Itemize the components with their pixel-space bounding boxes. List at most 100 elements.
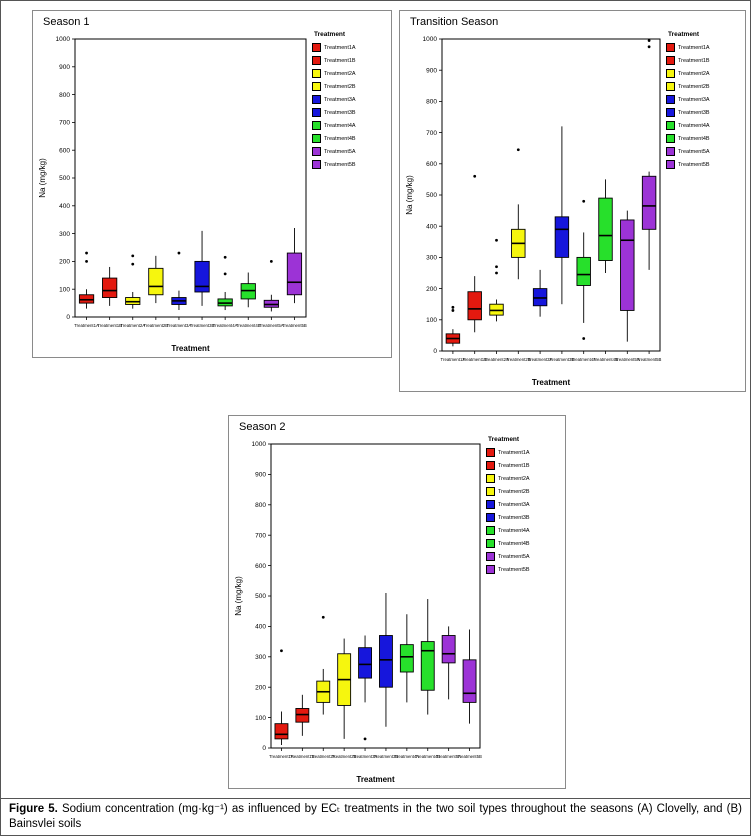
svg-text:100: 100: [59, 286, 70, 293]
svg-text:900: 900: [255, 472, 266, 479]
figure-caption-text: Sodium concentration (mg·kg⁻¹) as influe…: [9, 803, 742, 830]
svg-text:Treatment2A: Treatment2A: [311, 754, 336, 759]
svg-text:200: 200: [426, 286, 437, 293]
legend-entry: Treatment3B: [312, 106, 388, 119]
svg-text:Treatment3A: Treatment3A: [353, 754, 378, 759]
legend-entry-label: Treatment1B: [324, 57, 356, 64]
box-treatment1b: [295, 694, 310, 736]
panel-season-2: Season 2 0 100 200 300 400 500 600 700 800 900 100…: [228, 415, 566, 789]
svg-text:Treatment: Treatment: [356, 775, 395, 784]
svg-text:900: 900: [426, 67, 437, 74]
box-treatment5b: [641, 39, 657, 270]
boxplot-transition-season: 0 100 200 300 400 500 600 700 800 900 1000 Na (mg/k…: [402, 31, 665, 389]
legend-entry: Treatment2B: [486, 485, 562, 498]
legend-entry: Treatment4B: [486, 537, 562, 550]
figure-caption-label: Figure 5.: [9, 803, 58, 815]
box-treatment4b: [240, 272, 256, 308]
panel-title-transition-season: Transition Season: [410, 16, 499, 28]
box-treatment1b: [102, 266, 118, 306]
svg-text:Treatment1B: Treatment1B: [97, 323, 122, 328]
legend-entry-label: Treatment2B: [324, 83, 356, 90]
legend-entry-label: Treatment2A: [678, 70, 710, 77]
legend-entries: Treatment1A Treatment1B Treatment2A Treatme…: [666, 41, 742, 171]
legend-season-2: Treatment Treatment1A Treatment1B Treatmen…: [486, 436, 562, 576]
legend-entry: Treatment5B: [486, 563, 562, 576]
svg-text:Na (mg/kg): Na (mg/kg): [405, 175, 414, 215]
svg-text:Treatment1A: Treatment1A: [269, 754, 294, 759]
svg-text:Treatment1B: Treatment1B: [462, 357, 487, 362]
legend-entry: Treatment2B: [312, 80, 388, 93]
legend-swatch-icon: [486, 448, 495, 457]
box-treatment2b: [337, 638, 352, 739]
figure-caption: Figure 5. Sodium concentration (mg·kg⁻¹)…: [1, 798, 750, 832]
svg-text:100: 100: [426, 317, 437, 324]
svg-text:Treatment1A: Treatment1A: [74, 323, 99, 328]
legend-entry: Treatment4A: [312, 119, 388, 132]
svg-text:Treatment3B: Treatment3B: [550, 357, 575, 362]
legend-entry: Treatment2A: [486, 472, 562, 485]
legend-swatch-icon: [486, 539, 495, 548]
box-treatment2a: [489, 238, 504, 322]
legend-entry: Treatment3B: [666, 106, 742, 119]
svg-text:Na (mg/kg): Na (mg/kg): [234, 576, 243, 616]
svg-text:Treatment5A: Treatment5A: [615, 357, 640, 362]
legend-entry: Treatment1A: [486, 446, 562, 459]
svg-text:500: 500: [255, 593, 266, 600]
box-treatment4b: [598, 179, 613, 273]
legend-swatch-icon: [312, 147, 321, 156]
svg-text:Treatment3A: Treatment3A: [528, 357, 553, 362]
legend-swatch-icon: [486, 487, 495, 496]
box-treatment3a: [171, 251, 187, 311]
legend-entry-label: Treatment4A: [324, 122, 356, 129]
legend-swatch-icon: [486, 474, 495, 483]
legend-entry: Treatment5B: [312, 158, 388, 171]
boxplot-svg: 0 100 200 300 400 500 600 700 800 900 1000 Na (mg/k…: [38, 36, 307, 353]
box-treatment2b: [511, 148, 526, 280]
legend-entry: Treatment1B: [666, 54, 742, 67]
legend-entry-label: Treatment1B: [498, 462, 530, 469]
legend-swatch-icon: [486, 500, 495, 509]
svg-text:300: 300: [59, 231, 70, 238]
legend-swatch-icon: [312, 160, 321, 169]
legend-entry-label: Treatment4A: [678, 122, 710, 129]
box-treatment1a: [274, 649, 289, 745]
svg-text:1000: 1000: [252, 441, 267, 448]
box-treatment5a: [441, 626, 456, 700]
svg-text:200: 200: [59, 259, 70, 266]
box-treatment2b: [148, 255, 164, 304]
legend-entry-label: Treatment5A: [498, 553, 530, 560]
legend-title: Treatment: [488, 436, 520, 443]
svg-text:Treatment2A: Treatment2A: [120, 323, 145, 328]
legend-entry-label: Treatment3B: [498, 514, 530, 521]
svg-text:0: 0: [433, 348, 437, 355]
legend-entry: Treatment5A: [486, 550, 562, 563]
legend-title: Treatment: [314, 31, 346, 38]
legend-swatch-icon: [486, 526, 495, 535]
legend-swatch-icon: [666, 95, 675, 104]
legend-swatch-icon: [666, 56, 675, 65]
svg-text:Treatment5B: Treatment5B: [457, 754, 482, 759]
svg-text:1000: 1000: [56, 36, 71, 43]
legend-swatch-icon: [486, 552, 495, 561]
svg-text:Treatment2A: Treatment2A: [484, 357, 509, 362]
svg-text:Treatment1A: Treatment1A: [441, 357, 466, 362]
legend-entry: Treatment2A: [666, 67, 742, 80]
legend-entry-label: Treatment2B: [498, 488, 530, 495]
legend-entry: Treatment4B: [666, 132, 742, 145]
panel-season-1: Season 1 0 100 200 300 400 500 600 700 800 900 100…: [32, 10, 392, 358]
legend-swatch-icon: [486, 461, 495, 470]
legend-entry: Treatment2A: [312, 67, 388, 80]
legend-swatch-icon: [312, 134, 321, 143]
legend-swatch-icon: [666, 134, 675, 143]
legend-entry-label: Treatment4B: [678, 135, 710, 142]
svg-text:300: 300: [255, 654, 266, 661]
svg-text:Treatment2B: Treatment2B: [144, 323, 169, 328]
legend-swatch-icon: [312, 69, 321, 78]
legend-swatch-icon: [486, 513, 495, 522]
legend-entry-label: Treatment5B: [678, 161, 710, 168]
svg-text:400: 400: [426, 223, 437, 230]
box-treatment2a: [125, 254, 141, 309]
svg-text:Na (mg/kg): Na (mg/kg): [38, 158, 47, 198]
boxplot-svg: 0 100 200 300 400 500 600 700 800 900 1000 Na (mg/k…: [405, 36, 662, 387]
legend-entry: Treatment4A: [666, 119, 742, 132]
